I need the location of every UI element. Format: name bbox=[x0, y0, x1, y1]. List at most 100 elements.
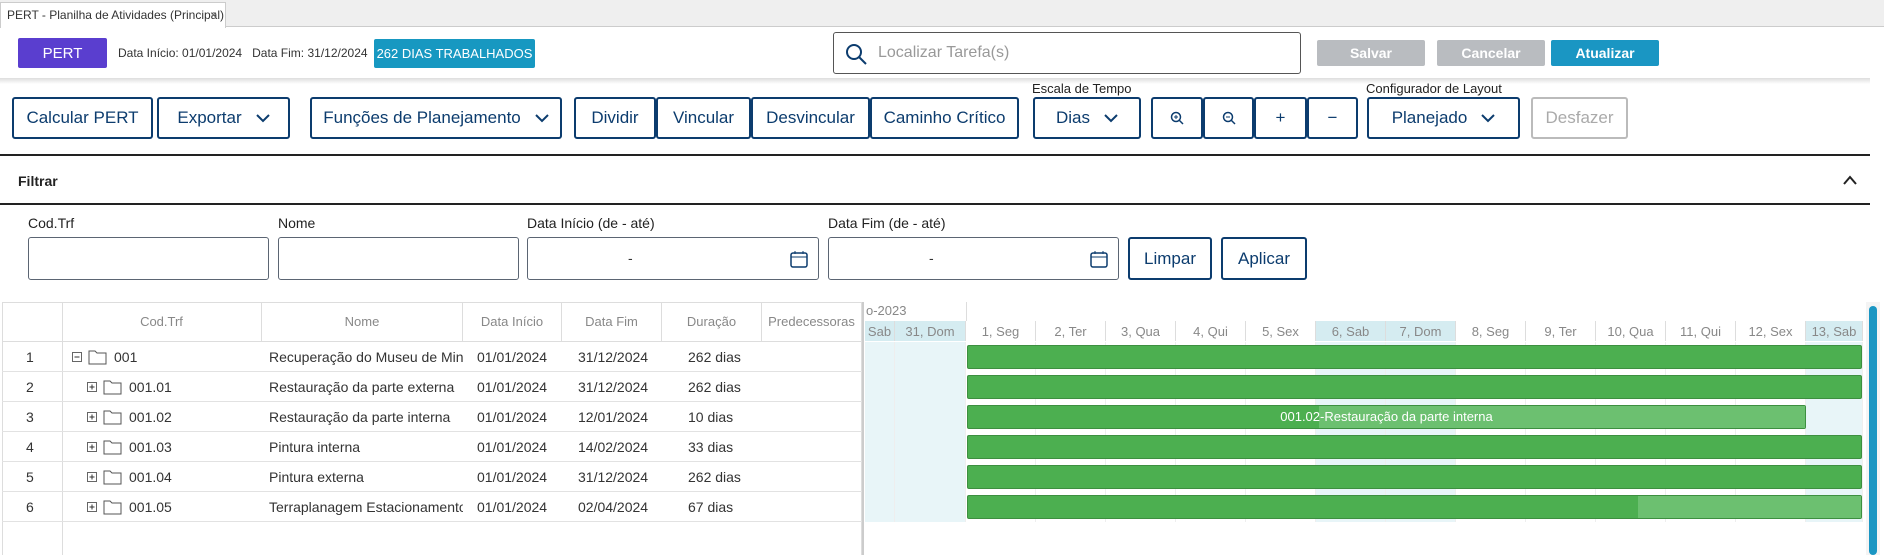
start-date: 01/01/2024 bbox=[477, 409, 548, 425]
grid-frame bbox=[2, 302, 862, 555]
clear-button[interactable]: Limpar bbox=[1128, 237, 1212, 280]
gantt-bar[interactable] bbox=[967, 375, 1862, 399]
duration: 67 dias bbox=[688, 499, 734, 515]
row-rule bbox=[2, 431, 862, 432]
scrollbar[interactable] bbox=[1866, 302, 1880, 555]
end-date: 02/04/2024 bbox=[578, 499, 649, 515]
day-header: 6, Sab bbox=[1316, 321, 1386, 341]
row-rule bbox=[2, 461, 862, 462]
save-button[interactable]: Salvar bbox=[1317, 40, 1425, 66]
start-date: 01/01/2024 bbox=[477, 439, 548, 455]
day-header: 5, Sex bbox=[1246, 321, 1316, 341]
link-button[interactable]: Vincular bbox=[656, 97, 751, 139]
tree-icons[interactable] bbox=[87, 497, 137, 517]
weekend-column bbox=[1316, 342, 1386, 522]
split-button[interactable]: Dividir bbox=[574, 97, 656, 139]
scale-value: Dias bbox=[1055, 108, 1090, 127]
row-rule bbox=[2, 521, 862, 522]
unlink-button[interactable]: Desvincular bbox=[751, 97, 870, 139]
grid-rule bbox=[2, 341, 862, 342]
search-box[interactable]: Localizar Tarefa(s) bbox=[833, 32, 1301, 74]
column-header: Data Início bbox=[463, 302, 562, 341]
weekend-column bbox=[1386, 342, 1456, 522]
calendar-icon[interactable] bbox=[1090, 250, 1108, 268]
day-header: 13, Sab bbox=[1806, 321, 1863, 341]
weekend-column bbox=[1806, 342, 1863, 522]
column-header: Cod.Trf bbox=[62, 302, 262, 341]
chevron bbox=[255, 114, 270, 123]
functions-button[interactable]: Funções de Planejamento bbox=[310, 97, 562, 139]
day-header: 8, Seg bbox=[1456, 321, 1526, 341]
task-name: Pintura interna bbox=[269, 439, 361, 455]
task-code: 001 bbox=[114, 349, 138, 365]
tree-icons[interactable] bbox=[87, 437, 137, 457]
weekend-column bbox=[865, 342, 895, 522]
undo-button[interactable]: Desfazer bbox=[1531, 97, 1628, 139]
bar-remaining bbox=[1638, 496, 1861, 518]
calendar-icon[interactable] bbox=[790, 250, 808, 268]
row-number: 6 bbox=[26, 499, 34, 515]
row-rule bbox=[2, 401, 862, 402]
scroll-thumb[interactable] bbox=[1869, 306, 1877, 555]
row-number: 2 bbox=[26, 379, 34, 395]
tree-icons[interactable] bbox=[87, 377, 137, 397]
tree-icons[interactable] bbox=[87, 407, 137, 427]
tree-icons[interactable] bbox=[87, 467, 137, 487]
collapse-icon[interactable] bbox=[1842, 174, 1858, 186]
end-date: 12/01/2024 bbox=[578, 409, 649, 425]
day-header: 3, Qua bbox=[1106, 321, 1176, 341]
name-input[interactable] bbox=[278, 237, 519, 280]
update-button[interactable]: Atualizar bbox=[1551, 40, 1659, 66]
start-range-input[interactable]: - bbox=[527, 237, 819, 280]
range-placeholder: - bbox=[628, 250, 633, 266]
start-date: 01/01/2024 bbox=[477, 379, 548, 395]
task-name: Recuperação do Museu de Minera bbox=[269, 349, 463, 365]
day-header: 12, Sex bbox=[1736, 321, 1806, 341]
gantt-bar[interactable] bbox=[967, 465, 1862, 489]
tab[interactable]: PERT - Planilha de Atividades (Principal… bbox=[0, 2, 226, 28]
task-code: 001.03 bbox=[129, 439, 172, 455]
end-label: Data Fim: bbox=[252, 46, 305, 60]
filter-title: Filtrar bbox=[18, 173, 58, 189]
day-header: 10, Qua bbox=[1596, 321, 1666, 341]
day-column bbox=[1596, 342, 1666, 522]
scale-select[interactable]: Dias bbox=[1033, 97, 1141, 139]
days-badge: 262 DIAS TRABALHADOS bbox=[374, 39, 535, 68]
zoom-in-button[interactable] bbox=[1151, 97, 1203, 139]
chevron bbox=[1104, 114, 1118, 123]
minus-button[interactable]: − bbox=[1307, 97, 1358, 139]
tree-icons[interactable] bbox=[72, 347, 122, 367]
task-code: 001.05 bbox=[129, 499, 172, 515]
start-label: Data Início: bbox=[118, 46, 179, 60]
layout-select[interactable]: Planejado bbox=[1367, 97, 1520, 139]
apply-button[interactable]: Aplicar bbox=[1221, 237, 1307, 280]
splitter bbox=[862, 302, 864, 555]
cancel-button[interactable]: Cancelar bbox=[1437, 40, 1545, 66]
gantt-bar[interactable] bbox=[967, 435, 1862, 459]
tab-close[interactable]: × bbox=[209, 8, 217, 22]
end-range-input[interactable]: - bbox=[828, 237, 1119, 280]
duration: 33 dias bbox=[688, 439, 734, 455]
day-header: 31, Dom bbox=[895, 321, 966, 341]
code-input[interactable] bbox=[28, 237, 269, 280]
chevron bbox=[535, 114, 549, 123]
row-number: 4 bbox=[26, 439, 34, 455]
end-date: 31/12/2024 bbox=[578, 349, 649, 365]
critical-path-button[interactable]: Caminho Crítico bbox=[870, 97, 1019, 139]
zoom-out-button[interactable] bbox=[1203, 97, 1254, 139]
start-date: 01/01/2024 bbox=[477, 469, 548, 485]
layout-value: Planejado bbox=[1391, 108, 1468, 127]
header-shadow bbox=[0, 78, 1870, 84]
day-column bbox=[1036, 342, 1106, 522]
plus-button[interactable]: + bbox=[1254, 97, 1307, 139]
zoom-in-icon bbox=[1170, 111, 1184, 125]
calc-button[interactable]: Calcular PERT bbox=[12, 97, 153, 139]
gantt-bar[interactable] bbox=[967, 345, 1862, 369]
end-date: 31/12/2024 bbox=[578, 379, 649, 395]
range-placeholder: - bbox=[929, 250, 934, 266]
search-icon bbox=[846, 44, 867, 65]
column-header: Duração bbox=[662, 302, 762, 341]
export-button[interactable]: Exportar bbox=[157, 97, 290, 139]
date-info: Data Início: 01/01/2024 Data Fim: 31/12/… bbox=[118, 46, 368, 60]
